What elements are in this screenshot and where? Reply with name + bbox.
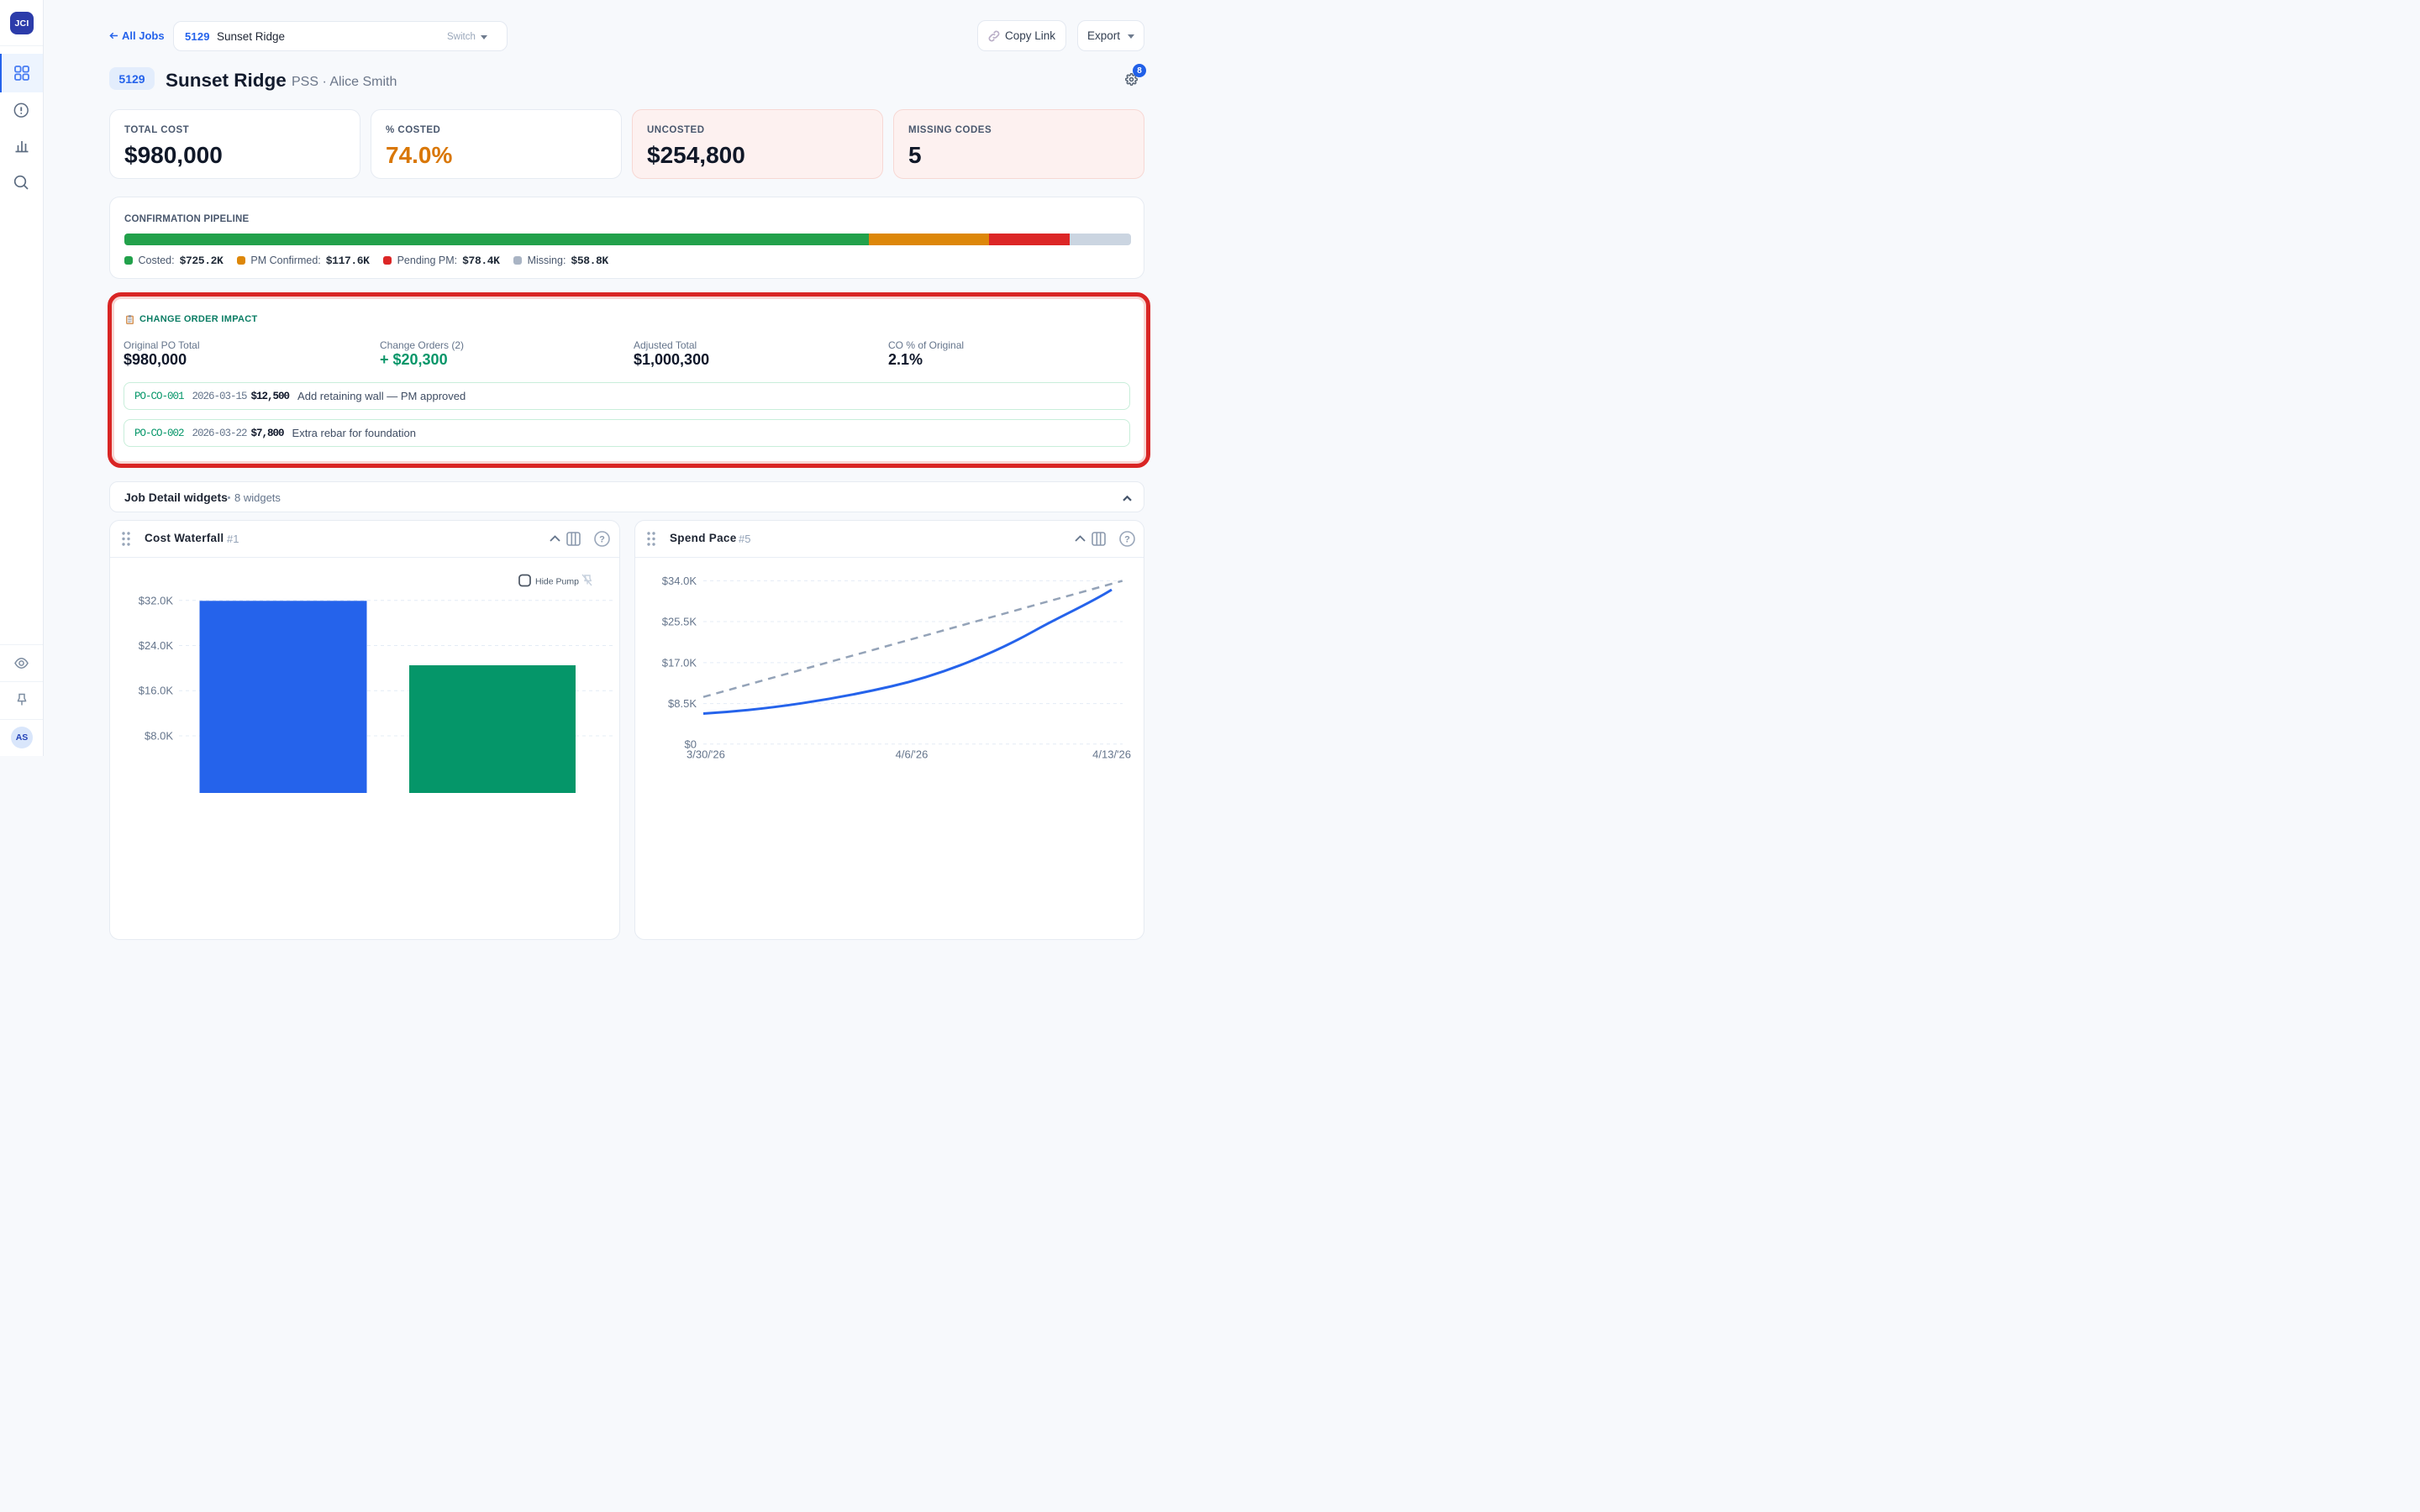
svg-text:$8.5K: $8.5K bbox=[668, 697, 697, 710]
svg-text:$25.5K: $25.5K bbox=[662, 616, 697, 628]
svg-text:$0: $0 bbox=[685, 738, 697, 750]
svg-text:$32.0K: $32.0K bbox=[139, 594, 174, 606]
svg-text:4/13/'26: 4/13/'26 bbox=[1092, 748, 1131, 761]
svg-text:$24.0K: $24.0K bbox=[139, 639, 174, 652]
svg-text:?: ? bbox=[599, 535, 605, 545]
svg-text:?: ? bbox=[1124, 535, 1130, 545]
svg-text:$17.0K: $17.0K bbox=[662, 656, 697, 669]
svg-text:Hide Pump: Hide Pump bbox=[535, 577, 579, 587]
svg-text:$16.0K: $16.0K bbox=[139, 685, 174, 697]
svg-text:3/30/'26: 3/30/'26 bbox=[687, 748, 725, 761]
svg-text:$8.0K: $8.0K bbox=[145, 730, 173, 743]
svg-text:4/6/'26: 4/6/'26 bbox=[896, 748, 929, 761]
svg-text:$34.0K: $34.0K bbox=[662, 575, 697, 587]
